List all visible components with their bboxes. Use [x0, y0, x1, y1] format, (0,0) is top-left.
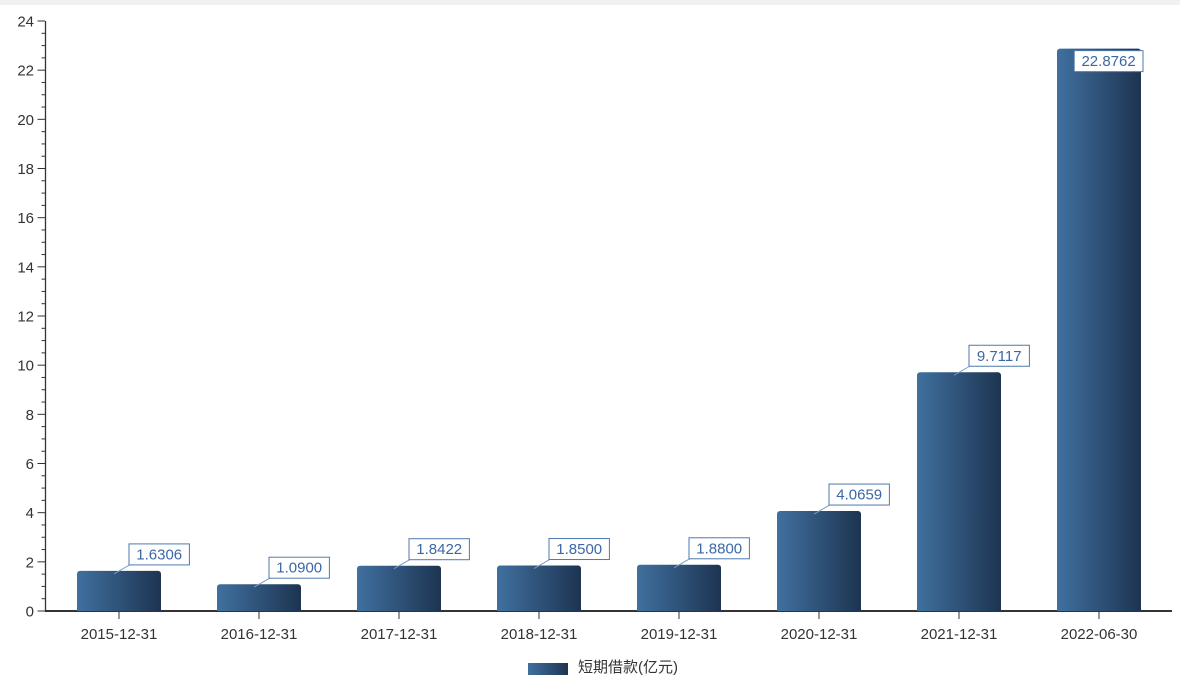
bar[interactable]	[1057, 48, 1141, 611]
value-label-text: 1.8500	[556, 541, 602, 558]
bar[interactable]	[217, 584, 301, 611]
value-label-leader-line	[953, 365, 971, 376]
x-tick-label: 2021-12-31	[921, 626, 998, 643]
window-top-edge	[0, 0, 1180, 5]
bar[interactable]	[357, 565, 441, 611]
value-label-box	[688, 537, 750, 560]
x-tick-label: 2020-12-31	[781, 626, 858, 643]
bar[interactable]	[77, 570, 161, 611]
y-tick-label: 24	[17, 14, 34, 31]
value-label-box	[408, 538, 470, 561]
y-tick-label: 6	[26, 456, 34, 473]
value-label-box	[548, 538, 610, 561]
legend-swatch	[528, 662, 568, 675]
value-label-text: 9.7117	[977, 348, 1022, 365]
value-label-text: 1.8800	[696, 540, 742, 557]
y-tick-label: 18	[17, 161, 34, 178]
value-label-text: 1.6306	[136, 546, 182, 563]
y-tick-label: 10	[17, 358, 34, 375]
bar[interactable]	[777, 511, 861, 611]
value-label-leader-line	[253, 577, 271, 588]
value-label-box	[1073, 50, 1144, 73]
value-label-leader-line	[673, 557, 691, 569]
bar[interactable]	[637, 564, 721, 611]
y-tick-label: 16	[17, 210, 34, 227]
bar[interactable]	[497, 565, 581, 611]
y-tick-label: 12	[17, 309, 34, 326]
value-label-text: 4.0659	[836, 487, 882, 504]
value-label-text: 1.0900	[276, 560, 322, 577]
y-tick-label: 4	[26, 505, 34, 522]
legend-label: 短期借款(亿元)	[578, 659, 678, 676]
x-tick-label: 2018-12-31	[501, 626, 578, 643]
x-tick-label: 2019-12-31	[641, 626, 718, 643]
value-label-text: 1.8422	[416, 541, 462, 558]
y-tick-label: 14	[17, 259, 34, 276]
value-label-box	[128, 543, 190, 566]
legend-item[interactable]: 短期借款(亿元)	[528, 659, 678, 677]
value-label-box	[968, 344, 1030, 367]
value-labels: 1.6306 1.0900 1.8422 1.8500 1.8800 4.0659 9.71…	[113, 50, 1144, 588]
value-label-leader-line	[113, 563, 131, 575]
y-tick-label: 8	[26, 407, 34, 424]
value-label-leader-line	[813, 504, 831, 515]
y-tick-label: 2	[26, 554, 34, 571]
y-tick-label: 22	[17, 63, 34, 80]
y-tick-label: 0	[26, 604, 34, 621]
value-label-leader-line	[533, 558, 551, 569]
value-label-text: 22.8762	[1081, 53, 1135, 70]
value-label-box	[268, 556, 330, 579]
y-tick-label: 20	[17, 112, 34, 129]
x-tick-label: 2015-12-31	[81, 626, 158, 643]
value-label-box	[828, 483, 890, 506]
x-tick-label: 2022-06-30	[1061, 626, 1138, 643]
bar-series	[77, 48, 1141, 611]
value-label-leader-line	[393, 558, 411, 570]
x-tick-label: 2017-12-31	[361, 626, 438, 643]
bar[interactable]	[917, 372, 1001, 611]
x-tick-label: 2016-12-31	[221, 626, 298, 643]
